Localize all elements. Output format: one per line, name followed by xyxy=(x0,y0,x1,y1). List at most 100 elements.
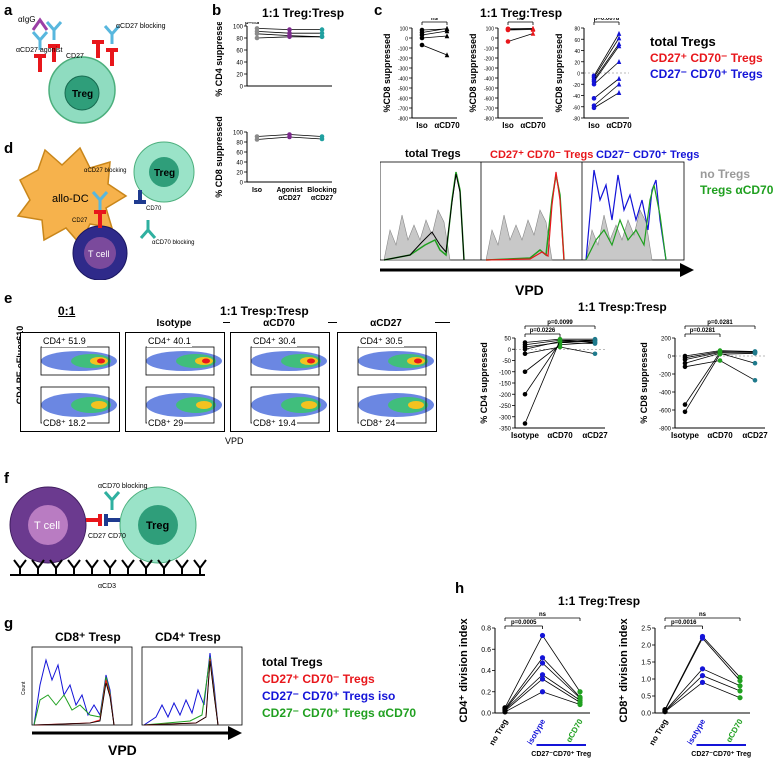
h2-ytick-label: 0.0 xyxy=(641,711,651,718)
e1-point xyxy=(522,391,528,397)
e-xlabel: VPD xyxy=(225,436,244,446)
e2-ylabel: % CD8 suppressed xyxy=(639,342,649,424)
h2-point xyxy=(737,688,743,694)
allo-dc-text: allo-DC xyxy=(52,193,89,205)
facs-plot xyxy=(20,332,120,432)
e1-xcat: αCD70 xyxy=(547,431,573,440)
c1-xcat: αCD70 xyxy=(434,121,460,130)
b1-point xyxy=(254,35,260,41)
c-hist-legend-no: no Tregs xyxy=(700,167,751,181)
cd27-text: CD27 xyxy=(66,53,84,60)
c1-ytick-label: -300 xyxy=(398,67,408,73)
h2-ytick-label: 1.5 xyxy=(641,660,651,667)
h2-ns-label: ns xyxy=(699,612,707,618)
facs-plot xyxy=(230,332,330,432)
b1-point xyxy=(319,27,325,32)
g-legend-total: total Tregs xyxy=(262,655,323,669)
f-cd27-text: CD27 xyxy=(88,533,106,540)
c-legend-total: total Tregs xyxy=(650,34,716,49)
c2-ytick-label: 0 xyxy=(491,37,494,43)
e2-point xyxy=(682,402,688,407)
c-legend-cd27: CD27⁺ CD70⁻ Tregs xyxy=(650,51,763,65)
d-treg-text: Treg xyxy=(154,168,175,179)
c2-xcat: Iso xyxy=(502,121,514,130)
hist1-no-treg xyxy=(383,209,451,261)
c2-ytick-label: 100 xyxy=(486,27,495,33)
h1-ylabel: CD4⁺ division index xyxy=(458,618,470,723)
c2-point xyxy=(530,30,536,36)
e2-point xyxy=(682,357,688,362)
c1-point xyxy=(419,35,425,41)
panel-f-diagram: T cell Treg CD27 CD70 αCD70 blocking αCD… xyxy=(9,483,207,590)
b2-xcat: αCD27 xyxy=(311,195,333,202)
e1-ytick-label: 0 xyxy=(508,348,512,354)
e1-series-line xyxy=(524,339,596,424)
f-acd70-icon xyxy=(103,491,121,510)
b1-ytick-label: 100 xyxy=(233,25,244,31)
h2-point xyxy=(699,673,706,679)
h1-series-line xyxy=(504,634,581,708)
f-cd70-ligand xyxy=(104,514,120,526)
h-chart-cd4: 0.8 0.6 0.4 0.2 0.0 CD4⁺ division index no Tre… xyxy=(458,612,591,758)
c3-point xyxy=(591,105,597,111)
c3-point xyxy=(616,30,622,36)
c1-ns-label: ns xyxy=(431,18,439,22)
g-h1-black xyxy=(33,682,115,726)
e1-point xyxy=(592,351,598,357)
c3-series-line xyxy=(593,45,620,82)
e2-ytick-label: -600 xyxy=(659,409,672,415)
e1-xcat: αCD27 xyxy=(582,431,608,440)
c1-ytick-label: 0 xyxy=(405,37,408,43)
c1-ytick-label: -800 xyxy=(398,117,408,123)
facs-cd4-label: CD4⁺ 30.5 xyxy=(359,336,404,347)
h2-ytick-label: 1.0 xyxy=(641,677,651,684)
g-h2-red xyxy=(143,658,219,726)
d-cd27-receptor xyxy=(94,210,106,228)
h1-point xyxy=(539,655,546,661)
h2-point xyxy=(699,679,706,685)
d-cd70-ligand xyxy=(134,190,146,204)
b1-ytick-label: 0 xyxy=(240,85,244,91)
h-chart-cd8: 2.5 2.0 1.5 1.0 0.5 0.0 CD8⁺ division index no … xyxy=(618,612,751,758)
g-count-label: Count xyxy=(21,681,27,695)
facs-cd8-label: CD8⁺ 24 xyxy=(359,418,397,429)
e2-xcat: αCD27 xyxy=(742,431,768,440)
h1-point xyxy=(577,689,583,695)
facs-dots xyxy=(250,346,327,424)
h1-point xyxy=(539,660,546,666)
facs-cd4-label: CD4⁺ 40.1 xyxy=(147,336,192,347)
h1-ytick-label: 0.4 xyxy=(481,668,491,675)
c3-series-line xyxy=(593,61,620,85)
e2-xcat: Isotype xyxy=(671,431,700,440)
c2-series-line xyxy=(507,29,534,31)
c2-ytick-label: -300 xyxy=(484,67,494,73)
g-frame2 xyxy=(141,646,243,726)
d-tcell-text: T cell xyxy=(88,249,109,259)
c3-point xyxy=(616,43,622,49)
c2-point xyxy=(505,27,511,33)
f-tcell-nucleus xyxy=(28,505,68,545)
e1-ytick-label: 50 xyxy=(504,337,511,343)
e1-point xyxy=(522,351,528,357)
e-chart-cd8: 200 0 -200 -400 -600 -800 % CD8 suppressed Isot… xyxy=(639,320,768,440)
agonist-text: αCD27 agonist xyxy=(16,47,63,54)
h1-ytick-label: 0.2 xyxy=(481,689,491,696)
facs-cd8-label: CD8⁺ 18.2 xyxy=(42,418,87,429)
b2-point xyxy=(254,137,260,142)
c-vpd-arrow xyxy=(680,263,694,277)
b1-ylabel: % CD4 suppressed xyxy=(214,22,224,97)
b2-point xyxy=(319,136,325,142)
e1-point xyxy=(592,340,598,345)
b2-ytick-label: 0 xyxy=(240,181,244,187)
c3-ylabel: %CD8 suppressed xyxy=(554,33,564,112)
h1-ytick-label: 0.0 xyxy=(481,711,491,718)
panel-f-label: f xyxy=(4,470,9,487)
e2-ytick-label: 0 xyxy=(668,355,672,361)
c3-series-line xyxy=(593,43,620,80)
h2-point xyxy=(737,678,743,684)
b2-point xyxy=(287,134,292,140)
c3-ytick-label: -60 xyxy=(573,105,580,111)
c3-xcat: Iso xyxy=(588,121,600,130)
c3-p-label: p=0.0078 xyxy=(594,18,620,22)
c3-point xyxy=(591,96,597,101)
